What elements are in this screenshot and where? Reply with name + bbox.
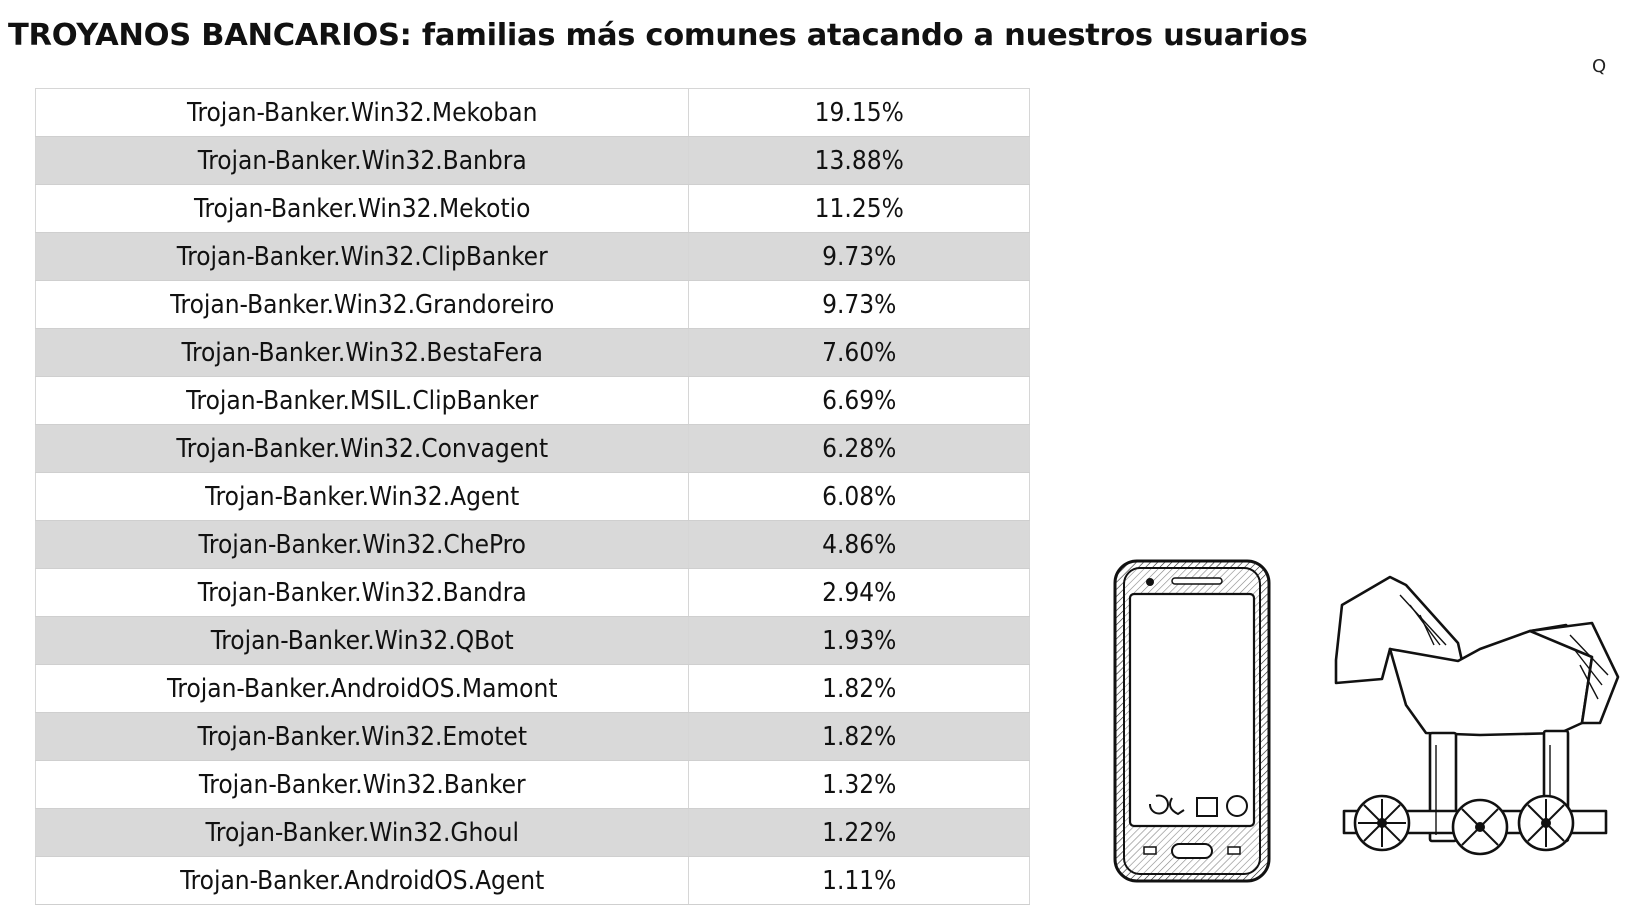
trojan-share-value: 11.25% <box>688 184 1030 233</box>
table-row: Trojan-Banker.Win32.Grandoreiro 9.73% <box>34 280 1030 329</box>
trojan-family-name: Trojan-Banker.Win32.Grandoreiro <box>34 280 690 329</box>
trojan-family-name: Trojan-Banker.Win32.Mekoban <box>34 88 690 137</box>
trojan-family-name: Trojan-Banker.Win32.Mekotio <box>34 184 690 233</box>
table-row: Trojan-Banker.Win32.Emotet 1.82% <box>34 712 1030 761</box>
trojan-share-value: 6.28% <box>688 424 1030 473</box>
table-row: Trojan-Banker.Win32.Agent 6.08% <box>34 472 1030 521</box>
table-row: Trojan-Banker.Win32.ChePro 4.86% <box>34 520 1030 569</box>
table-row: Trojan-Banker.Win32.QBot 1.93% <box>34 616 1030 665</box>
table-row: Trojan-Banker.Win32.Convagent 6.28% <box>34 424 1030 473</box>
trojan-horse-illustration <box>1334 575 1620 856</box>
table-row: Trojan-Banker.Win32.BestaFera 7.60% <box>34 328 1030 377</box>
trojan-family-name: Trojan-Banker.Win32.ClipBanker <box>34 232 690 281</box>
table-row: Trojan-Banker.AndroidOS.Agent 1.11% <box>34 856 1030 905</box>
table-row: Trojan-Banker.AndroidOS.Mamont 1.82% <box>34 664 1030 713</box>
trojan-share-value: 2.94% <box>688 568 1030 617</box>
trojan-family-name: Trojan-Banker.Win32.Bandra <box>34 568 690 617</box>
trojan-share-value: 7.60% <box>688 328 1030 377</box>
table-row: Trojan-Banker.Win32.Banbra 13.88% <box>34 136 1030 185</box>
table-row: Trojan-Banker.Win32.Mekoban 19.15% <box>34 88 1030 137</box>
trojan-family-name: Trojan-Banker.AndroidOS.Agent <box>34 856 690 905</box>
trojan-family-name: Trojan-Banker.Win32.Banbra <box>34 136 690 185</box>
smartphone-illustration <box>1113 559 1271 883</box>
search-icon[interactable]: Q <box>1592 56 1607 77</box>
trojan-family-name: Trojan-Banker.Win32.Agent <box>34 472 690 521</box>
trojan-family-name: Trojan-Banker.Win32.Banker <box>34 760 690 809</box>
table-row: Trojan-Banker.MSIL.ClipBanker 6.69% <box>34 376 1030 425</box>
banking-trojans-table: Trojan-Banker.Win32.Mekoban 19.15% Trojan-… <box>34 88 1030 905</box>
table-row: Trojan-Banker.Win32.ClipBanker 9.73% <box>34 232 1030 281</box>
trojan-share-value: 13.88% <box>688 136 1030 185</box>
trojan-share-value: 1.11% <box>688 856 1030 905</box>
trojan-share-value: 1.82% <box>688 712 1030 761</box>
trojan-family-name: Trojan-Banker.Win32.Convagent <box>34 424 690 473</box>
trojan-family-name: Trojan-Banker.MSIL.ClipBanker <box>34 376 690 425</box>
trojan-family-name: Trojan-Banker.Win32.Ghoul <box>34 808 690 857</box>
trojan-family-name: Trojan-Banker.Win32.ChePro <box>34 520 690 569</box>
trojan-family-name: Trojan-Banker.Win32.BestaFera <box>34 328 690 377</box>
trojan-share-value: 1.82% <box>688 664 1030 713</box>
table-row: Trojan-Banker.Win32.Banker 1.32% <box>34 760 1030 809</box>
trojan-share-value: 19.15% <box>688 88 1030 137</box>
trojan-share-value: 1.93% <box>688 616 1030 665</box>
trojan-share-value: 4.86% <box>688 520 1030 569</box>
trojan-share-value: 9.73% <box>688 280 1030 329</box>
trojan-share-value: 1.22% <box>688 808 1030 857</box>
trojan-family-name: Trojan-Banker.AndroidOS.Mamont <box>34 664 690 713</box>
trojan-share-value: 9.73% <box>688 232 1030 281</box>
trojan-share-value: 6.69% <box>688 376 1030 425</box>
trojan-share-value: 6.08% <box>688 472 1030 521</box>
trojan-share-value: 1.32% <box>688 760 1030 809</box>
page-title: TROYANOS BANCARIOS: familias más comunes… <box>8 18 1308 53</box>
table-row: Trojan-Banker.Win32.Ghoul 1.22% <box>34 808 1030 857</box>
table-row: Trojan-Banker.Win32.Bandra 2.94% <box>34 568 1030 617</box>
trojan-family-name: Trojan-Banker.Win32.Emotet <box>34 712 690 761</box>
table-row: Trojan-Banker.Win32.Mekotio 11.25% <box>34 184 1030 233</box>
trojan-family-name: Trojan-Banker.Win32.QBot <box>34 616 690 665</box>
